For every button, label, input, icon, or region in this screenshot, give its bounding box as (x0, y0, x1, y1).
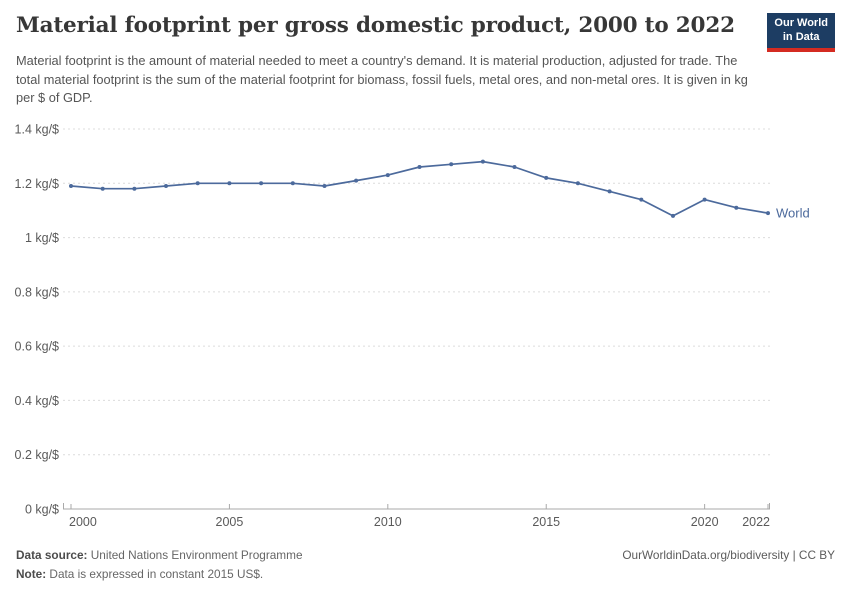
owid-logo-line1: Our World (774, 17, 828, 29)
data-point-2008[interactable] (322, 184, 327, 188)
y-tick-label: 1 kg/$ (25, 231, 59, 245)
data-point-2021[interactable] (734, 205, 739, 210)
data-point-2010[interactable] (385, 173, 390, 178)
owid-logo-line2: in Data (782, 30, 820, 43)
data-source-label: Data source: (16, 548, 88, 562)
world-series-label[interactable]: World (776, 206, 810, 221)
data-point-2015[interactable] (544, 175, 549, 180)
y-tick-label: 0.4 kg/$ (15, 394, 60, 408)
x-tick-label: 2010 (374, 515, 402, 529)
y-tick-label: 0.8 kg/$ (15, 285, 60, 299)
x-tick-label: 2022 (742, 515, 770, 529)
x-tick-label: 2005 (216, 515, 244, 529)
data-source-text: United Nations Environment Programme (87, 548, 303, 562)
data-point-2001[interactable] (100, 186, 105, 191)
data-point-2009[interactable] (354, 178, 359, 183)
y-tick-label: 1.4 kg/$ (15, 123, 60, 137)
note-line: Note: Data is expressed in constant 2015… (16, 565, 303, 584)
data-point-2003[interactable] (164, 184, 168, 188)
y-tick-label: 0.6 kg/$ (15, 340, 60, 354)
y-tick-label: 1.2 kg/$ (15, 177, 60, 191)
data-point-2018[interactable] (639, 197, 644, 202)
footer-left: Data source: United Nations Environment … (16, 546, 303, 585)
x-tick-label: 2020 (691, 515, 719, 529)
data-point-2004[interactable] (195, 181, 200, 186)
page-title: Material footprint per gross domestic pr… (16, 13, 735, 38)
y-tick-label: 0 kg/$ (25, 503, 59, 517)
data-point-2011[interactable] (417, 165, 422, 169)
data-point-2017[interactable] (607, 189, 612, 194)
owid-logo[interactable]: Our World in Data (767, 13, 835, 52)
data-point-2002[interactable] (132, 186, 137, 191)
y-tick-label: 0.2 kg/$ (15, 448, 60, 462)
owid-attribution-link[interactable]: OurWorldinData.org/biodiversity | CC BY (622, 548, 835, 562)
data-point-2013[interactable] (480, 159, 485, 164)
data-point-2000[interactable] (69, 184, 73, 188)
data-point-2005[interactable] (227, 181, 232, 186)
data-point-2019[interactable] (671, 213, 675, 218)
x-tick-label: 2015 (532, 515, 560, 529)
data-point-2022[interactable] (766, 211, 770, 216)
world-line[interactable] (70, 160, 769, 217)
chart-subtitle: Material footprint is the amount of mate… (16, 53, 748, 106)
data-point-2012[interactable] (449, 162, 454, 167)
data-point-2016[interactable] (575, 181, 580, 186)
note-label: Note: (16, 567, 47, 582)
chart-header: Material footprint per gross domestic pr… (16, 13, 835, 52)
data-source-line: Data source: United Nations Environment … (16, 546, 303, 565)
note-text: Data is expressed in constant 2015 US$. (46, 567, 264, 582)
data-point-2006[interactable] (259, 181, 264, 186)
data-point-2020[interactable] (702, 197, 707, 202)
data-point-2014[interactable] (512, 165, 517, 169)
line-chart: 0 kg/$ 0.2 kg/$ 0.4 kg/$ 0.6 kg/$ 0.8 kg/$ 1 … (15, 123, 810, 530)
chart-footer: Data source: United Nations Environment … (16, 546, 835, 585)
x-tick-label: 2000 (69, 515, 97, 529)
data-point-2007[interactable] (290, 181, 295, 186)
